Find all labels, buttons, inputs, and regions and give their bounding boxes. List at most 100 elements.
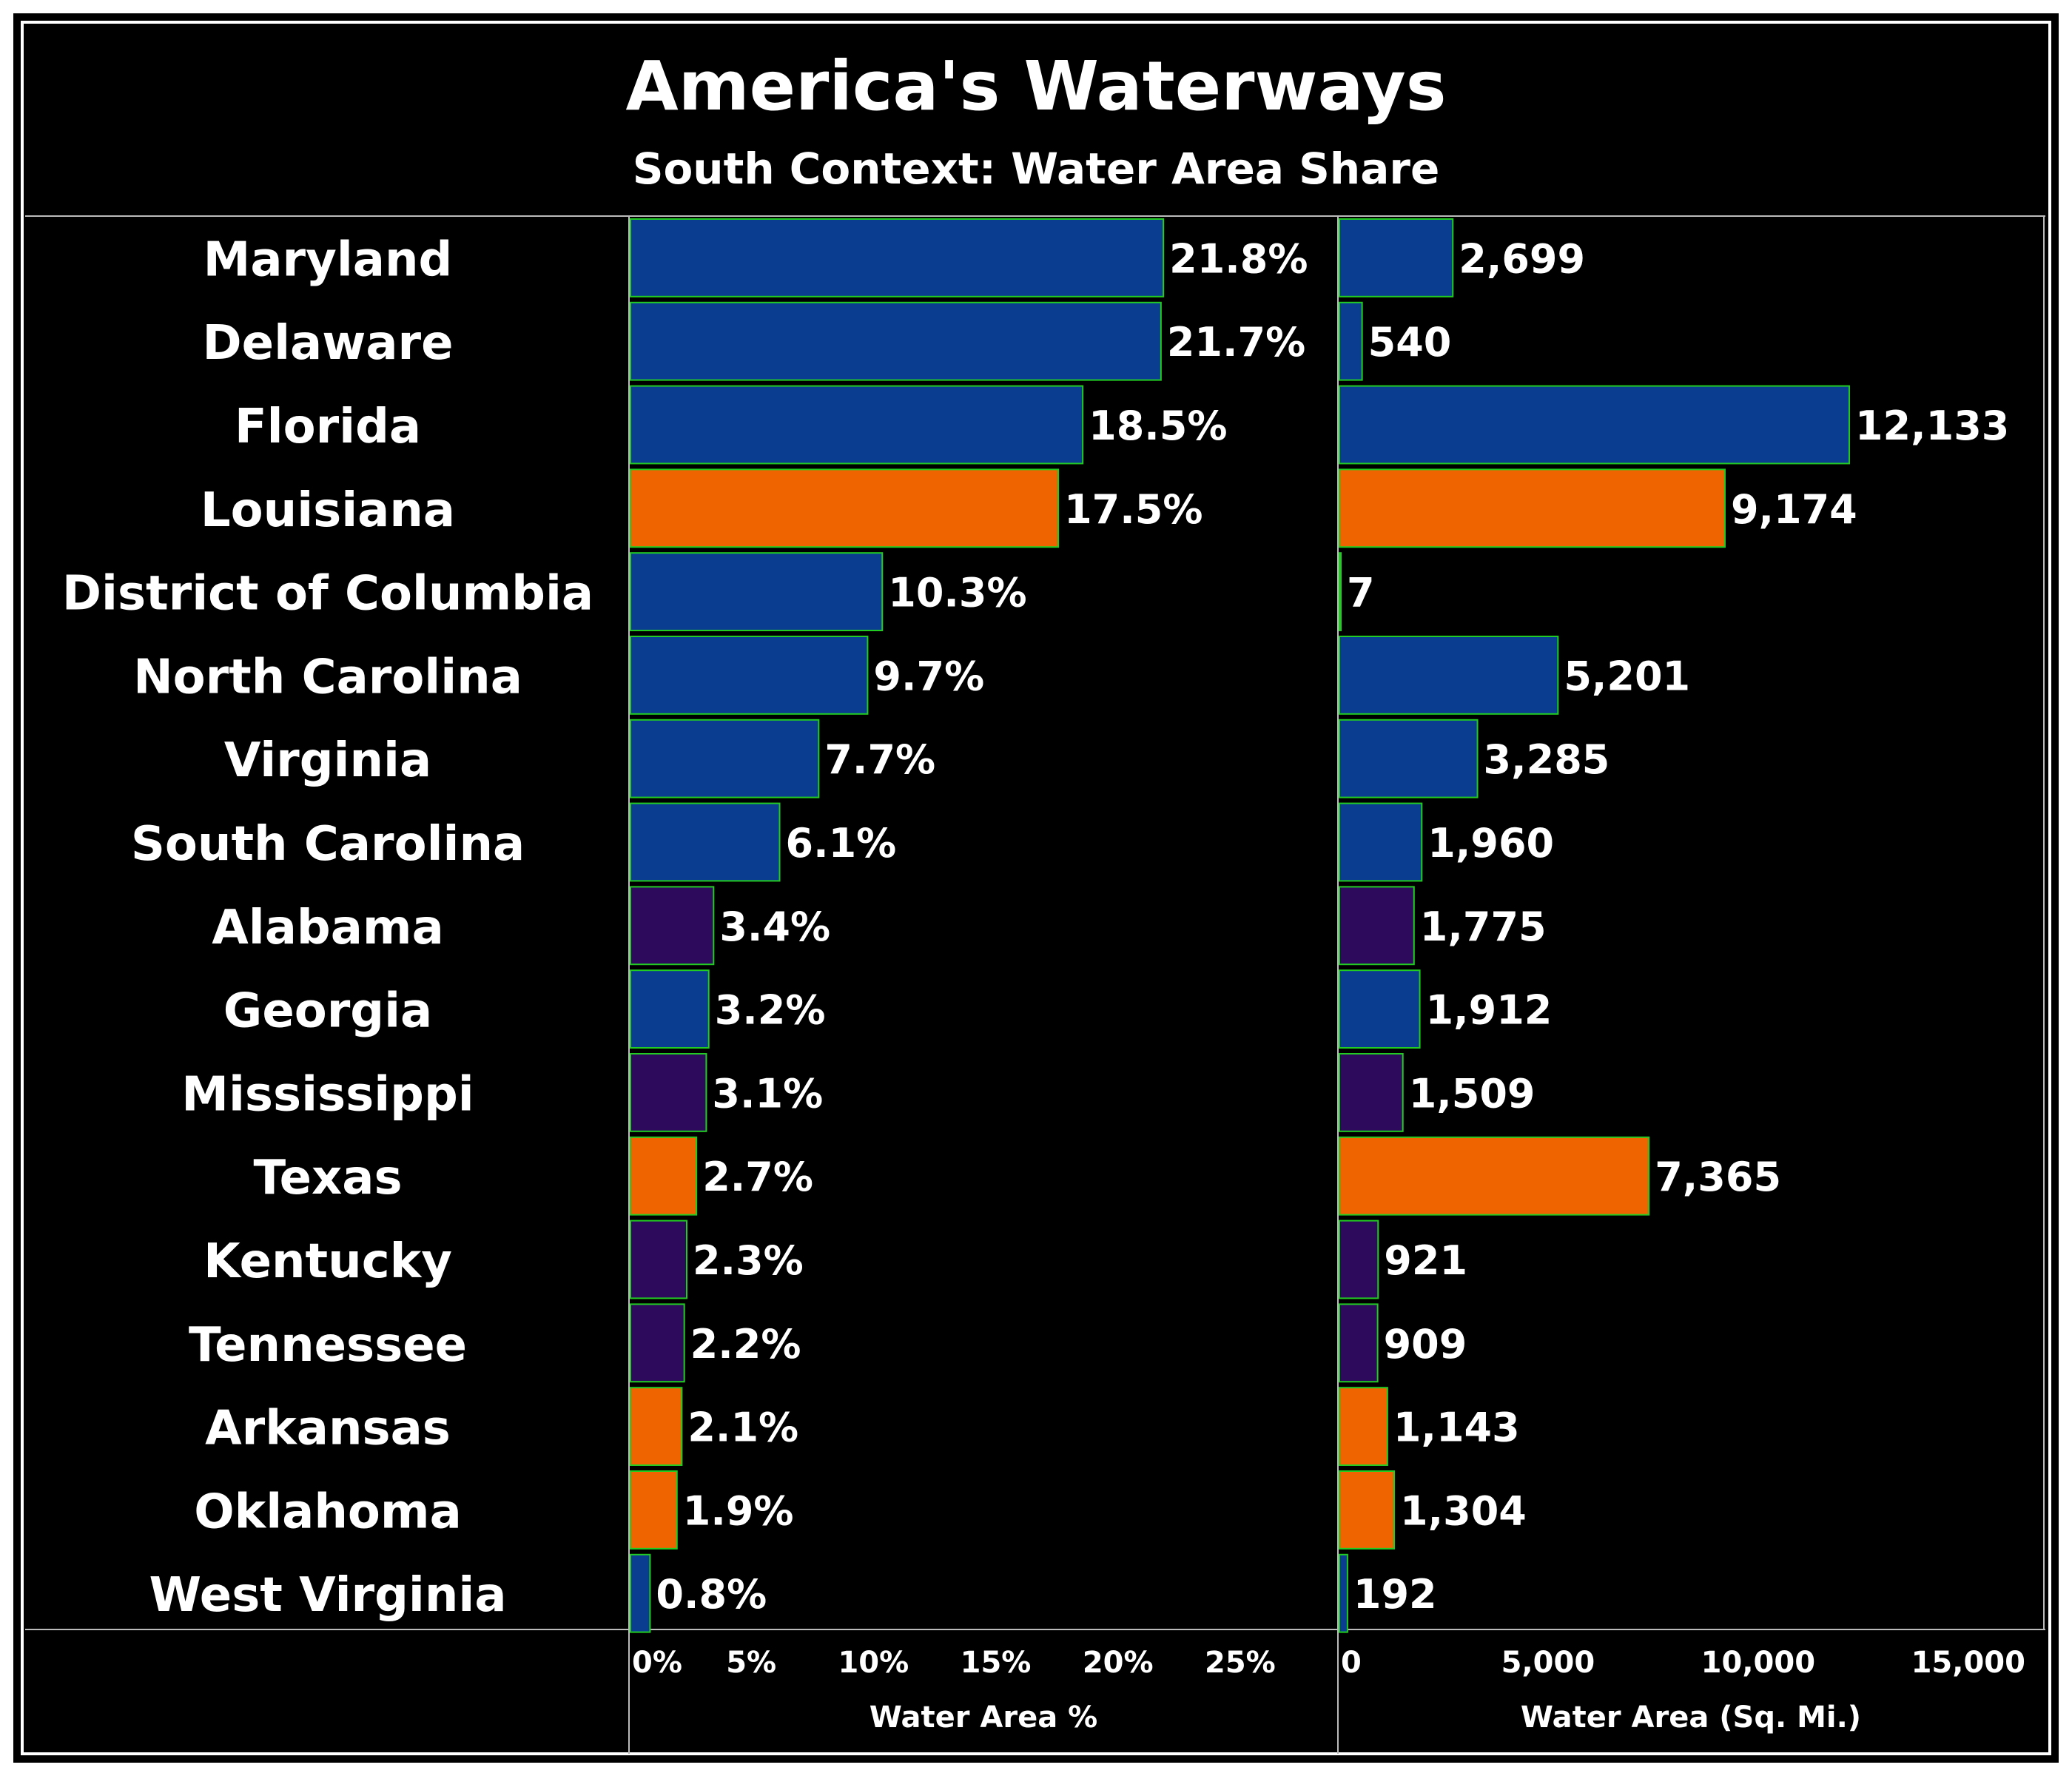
bar [1339, 719, 1479, 798]
tick-label: 15,000 [1911, 1646, 2025, 1680]
tick-label: 25% [1205, 1646, 1276, 1680]
bar [630, 636, 869, 715]
bar [630, 1553, 651, 1633]
value-label: 9,174 [1731, 486, 1857, 533]
bar [630, 1387, 683, 1466]
tick-label: 10,000 [1701, 1646, 1815, 1680]
value-label: 10.3% [888, 570, 1026, 616]
bar [630, 218, 1165, 297]
bar [1339, 1053, 1404, 1132]
bar [630, 1303, 685, 1383]
category-label: South Carolina [131, 817, 525, 872]
value-label: 18.5% [1089, 403, 1227, 449]
bar [1339, 969, 1421, 1049]
bars: 21.8% 21.7% 18.5% 17.5% 10.3% 9.7% 7.7% 6.1% 3.4… [630, 218, 2009, 1633]
value-label: 3.1% [712, 1070, 823, 1117]
value-label: 0.8% [656, 1571, 767, 1618]
tick-label: 15% [961, 1646, 1032, 1680]
chart-subtitle: South Context: Water Area Share [633, 144, 1440, 194]
category-label: North Carolina [133, 650, 522, 704]
value-label: 1,304 [1400, 1487, 1527, 1534]
value-label: 7 [1347, 570, 1375, 616]
category-label: Florida [235, 400, 421, 454]
bar [630, 1470, 678, 1550]
value-label: 21.7% [1167, 319, 1305, 366]
bar [1339, 468, 1726, 548]
value-label: 2.1% [687, 1405, 798, 1451]
category-label: Maryland [204, 232, 453, 287]
bar [1339, 552, 1342, 632]
category-label: Mississippi [181, 1067, 474, 1122]
axis-label: Water Area % [870, 1701, 1097, 1735]
bar [1339, 802, 1423, 882]
bar [1339, 1303, 1379, 1383]
bar [1339, 301, 1363, 381]
value-label: 540 [1368, 319, 1452, 366]
value-label: 1,509 [1409, 1070, 1536, 1117]
bar [630, 1053, 707, 1132]
bar [1339, 218, 1454, 297]
value-label: 7.7% [824, 736, 935, 783]
category-label: Louisiana [201, 483, 455, 538]
value-label: 2.7% [702, 1154, 813, 1200]
category-label: Oklahoma [194, 1484, 462, 1539]
bar [1339, 1387, 1388, 1466]
category-label: Tennessee [189, 1318, 467, 1373]
value-label: 3,285 [1484, 736, 1610, 783]
bar [630, 719, 820, 798]
category-label: District of Columbia [62, 567, 593, 622]
value-label: 909 [1384, 1321, 1467, 1368]
value-label: 1.9% [683, 1487, 794, 1534]
category-labels: Maryland Delaware Florida Louisiana District… [62, 232, 593, 1623]
category-label: Virginia [224, 733, 431, 788]
bar [1339, 1220, 1379, 1299]
bar [630, 1136, 698, 1216]
tick-label: 5% [726, 1646, 776, 1680]
bar [1339, 1136, 1650, 1216]
value-label: 5,201 [1564, 653, 1690, 699]
value-label: 921 [1384, 1237, 1467, 1284]
category-label: Texas [253, 1151, 402, 1205]
tick-label: 10% [838, 1646, 909, 1680]
value-label: 12,133 [1855, 403, 2009, 449]
bar [1339, 385, 1850, 465]
bar [630, 385, 1084, 465]
bar [1339, 1470, 1396, 1550]
value-label: 21.8% [1169, 235, 1308, 282]
tick-label: 20% [1083, 1646, 1154, 1680]
value-label: 2,699 [1459, 235, 1585, 282]
axis-label: Water Area (Sq. Mi.) [1521, 1701, 1861, 1735]
category-label: Kentucky [204, 1234, 452, 1289]
value-label: 2.3% [693, 1237, 804, 1284]
bar [630, 301, 1162, 381]
value-label: 1,143 [1393, 1405, 1520, 1451]
tick-label: 0 [1341, 1646, 1362, 1680]
bar [630, 969, 710, 1049]
bar [630, 1220, 687, 1299]
category-label: Alabama [212, 901, 444, 955]
bar [630, 468, 1060, 548]
bar [630, 886, 715, 966]
category-label: Arkansas [205, 1402, 451, 1456]
bar [1339, 636, 1559, 715]
value-label: 192 [1353, 1571, 1437, 1618]
chart-title: America's Waterways [626, 47, 1447, 126]
category-label: Georgia [223, 984, 432, 1039]
bar [630, 802, 781, 882]
value-label: 2.2% [690, 1321, 801, 1368]
value-label: 17.5% [1064, 486, 1202, 533]
bar [1339, 886, 1415, 966]
tick-label: 0% [632, 1646, 682, 1680]
axes: 0% 5% 10% 15% 20% 25% Water Area % 0 5,000 10,000… [632, 1646, 2025, 1735]
value-label: 7,365 [1655, 1154, 1781, 1200]
tick-label: 5,000 [1501, 1646, 1595, 1680]
value-label: 6.1% [786, 820, 897, 867]
value-label: 1,912 [1426, 987, 1553, 1034]
value-label: 9.7% [873, 653, 984, 699]
category-label: Delaware [203, 316, 454, 371]
bar [1339, 1553, 1348, 1633]
category-label: West Virginia [149, 1568, 506, 1623]
bar [630, 552, 884, 632]
panel-lines [25, 215, 2045, 1754]
